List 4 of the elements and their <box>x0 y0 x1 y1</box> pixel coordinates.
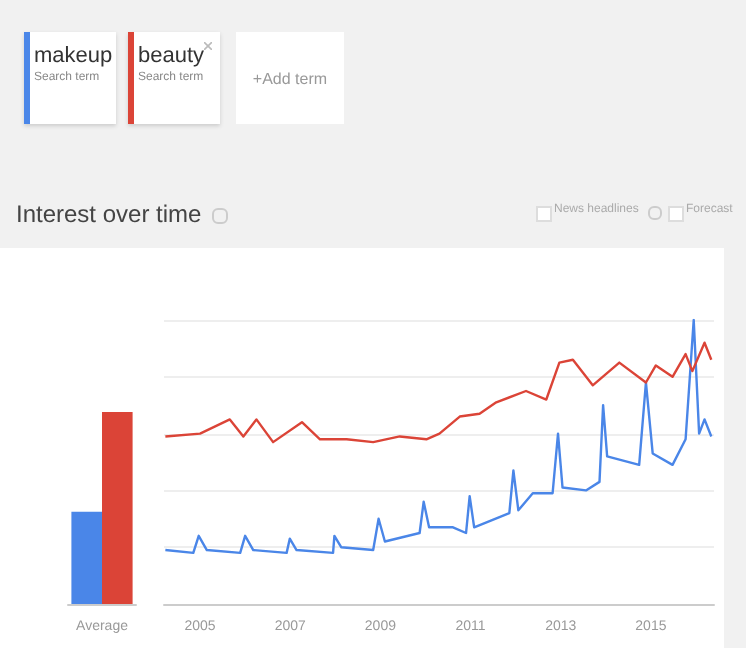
chart-title: Interest over time <box>16 200 202 228</box>
legend-label: makeup <box>34 44 113 68</box>
legend-label: beauty <box>138 44 207 68</box>
text: +Add term <box>236 32 344 124</box>
